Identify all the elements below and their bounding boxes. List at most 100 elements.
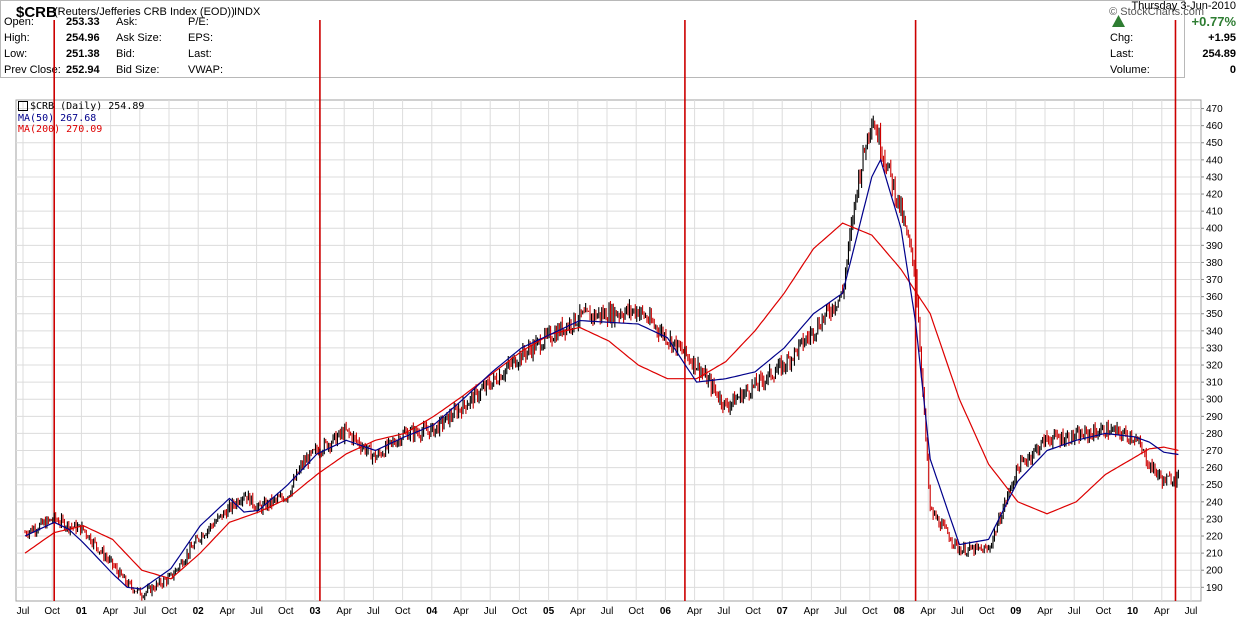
x-tick-label: 10 xyxy=(1127,606,1139,617)
prev-close-label: Prev Close: xyxy=(4,64,61,76)
x-tick-label: Jul xyxy=(717,606,730,617)
ma200-line xyxy=(24,222,1179,580)
y-tick-label: 320 xyxy=(1206,361,1223,372)
y-tick-label: 340 xyxy=(1206,326,1223,337)
y-tick-label: 220 xyxy=(1206,532,1223,543)
x-tick-label: 06 xyxy=(660,606,672,617)
eps-label: EPS: xyxy=(188,32,214,44)
x-tick-label: Apr xyxy=(570,606,586,617)
x-tick-label: Jul xyxy=(484,606,497,617)
x-tick-label: Oct xyxy=(745,606,761,617)
bid-size-label: Bid Size: xyxy=(116,64,160,76)
y-tick-label: 360 xyxy=(1206,292,1223,303)
y-tick-label: 450 xyxy=(1206,138,1223,149)
y-tick-label: 470 xyxy=(1206,104,1223,115)
x-tick-label: Jul xyxy=(133,606,146,617)
x-tick-label: Jul xyxy=(951,606,964,617)
x-tick-label: Jul xyxy=(1068,606,1081,617)
x-tick-label: 09 xyxy=(1010,606,1022,617)
x-tick-label: 03 xyxy=(309,606,321,617)
x-tick-label: Oct xyxy=(628,606,644,617)
x-tick-label: Jul xyxy=(1185,606,1198,617)
chg-value: +1.95 xyxy=(1208,32,1236,44)
ask-label: Ask: xyxy=(116,16,138,28)
y-tick-label: 420 xyxy=(1206,190,1223,201)
volume-label: Volume: xyxy=(1110,64,1150,76)
y-tick-label: 300 xyxy=(1206,395,1223,406)
x-tick-label: Oct xyxy=(395,606,411,617)
y-tick-label: 250 xyxy=(1206,480,1223,491)
chg-label: Chg: xyxy=(1110,32,1134,44)
high-label: High: xyxy=(4,32,30,44)
watermark: © StockCharts.com xyxy=(1109,6,1204,18)
x-tick-label: Apr xyxy=(103,606,119,617)
y-tick-label: 260 xyxy=(1206,463,1223,474)
x-tick-label: Jul xyxy=(17,606,30,617)
low-value: 251.38 xyxy=(66,48,100,60)
x-tick-label: Oct xyxy=(1096,606,1112,617)
x-tick-label: Apr xyxy=(804,606,820,617)
prev-close-value: 252.94 xyxy=(66,64,100,76)
last-label-mid: Last: xyxy=(188,48,212,60)
y-tick-label: 280 xyxy=(1206,429,1223,440)
up-triangle-icon xyxy=(1112,15,1126,27)
plot-area xyxy=(15,99,1202,602)
legend-price-icon xyxy=(18,101,28,111)
y-tick-label: 400 xyxy=(1206,224,1223,235)
y-tick-label: 330 xyxy=(1206,343,1223,354)
x-tick-label: 08 xyxy=(893,606,905,617)
index-description: (Reuters/Jefferies CRB Index (EOD)) xyxy=(54,6,235,18)
y-tick-label: 460 xyxy=(1206,121,1223,132)
quote-panel: Open: 253.33 High: 254.96 Low: 251.38 Pr… xyxy=(0,0,1236,78)
bid-label: Bid: xyxy=(116,48,135,60)
y-tick-label: 370 xyxy=(1206,275,1223,286)
y-tick-label: 310 xyxy=(1206,378,1223,389)
exchange-label: INDX xyxy=(234,6,261,18)
x-tick-label: Oct xyxy=(979,606,995,617)
high-value: 254.96 xyxy=(66,32,100,44)
y-tick-label: 410 xyxy=(1206,207,1223,218)
x-tick-label: Apr xyxy=(920,606,936,617)
ma50-line xyxy=(24,158,1179,590)
last-label: Last: xyxy=(1110,48,1134,60)
y-tick-label: 190 xyxy=(1206,583,1223,594)
last-value: 254.89 xyxy=(1202,48,1236,60)
legend-price: $CRB (Daily) 254.89 xyxy=(18,101,144,112)
y-tick-label: 240 xyxy=(1206,497,1223,508)
symbol-title: $CRB xyxy=(16,4,57,21)
y-tick-label: 200 xyxy=(1206,566,1223,577)
y-tick-label: 390 xyxy=(1206,241,1223,252)
x-tick-label: 07 xyxy=(777,606,789,617)
open-label: Open: xyxy=(4,16,34,28)
x-tick-label: 05 xyxy=(543,606,555,617)
x-tick-label: Jul xyxy=(834,606,847,617)
y-tick-label: 440 xyxy=(1206,155,1223,166)
x-tick-label: Apr xyxy=(453,606,469,617)
x-tick-label: Jul xyxy=(367,606,380,617)
low-label: Low: xyxy=(4,48,28,60)
x-tick-label: Oct xyxy=(278,606,294,617)
open-value: 253.33 xyxy=(66,16,100,28)
x-tick-label: Apr xyxy=(1037,606,1053,617)
quote-date: Thursday 3-Jun-2010 xyxy=(1131,0,1236,12)
x-tick-label: Apr xyxy=(336,606,352,617)
y-tick-label: 210 xyxy=(1206,549,1223,560)
y-tick-label: 350 xyxy=(1206,309,1223,320)
x-tick-label: 01 xyxy=(76,606,88,617)
y-tick-label: 380 xyxy=(1206,258,1223,269)
volume-value: 0 xyxy=(1229,64,1236,76)
y-tick-label: 430 xyxy=(1206,172,1223,183)
y-tick-label: 290 xyxy=(1206,412,1223,423)
x-tick-label: Oct xyxy=(161,606,177,617)
legend-ma200: MA(200) 270.09 xyxy=(18,124,103,135)
x-tick-label: Apr xyxy=(1154,606,1170,617)
legend-price-label: $CRB (Daily) 254.89 xyxy=(30,101,145,112)
x-tick-label: Oct xyxy=(862,606,878,617)
x-tick-label: Apr xyxy=(220,606,236,617)
ask-size-label: Ask Size: xyxy=(116,32,162,44)
x-tick-label: Oct xyxy=(44,606,60,617)
x-tick-label: Apr xyxy=(687,606,703,617)
x-tick-label: Jul xyxy=(250,606,263,617)
vwap-label: VWAP: xyxy=(188,64,224,76)
